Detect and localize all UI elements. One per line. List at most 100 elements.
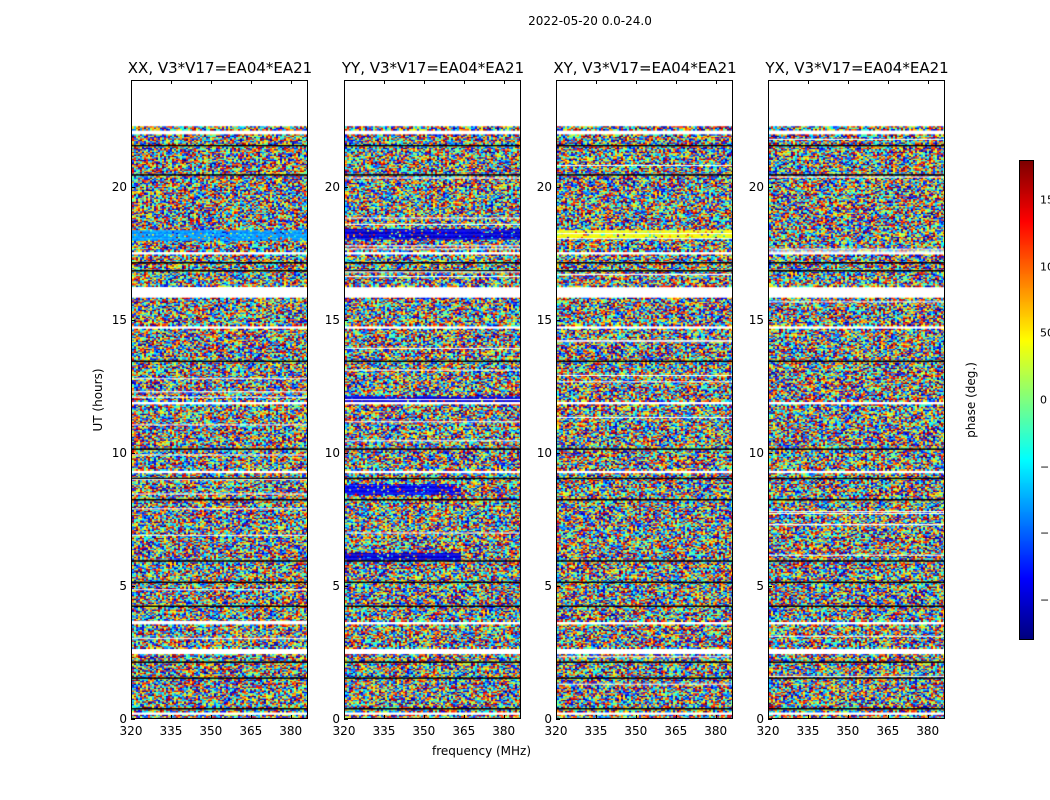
y-tick-label: 15 — [111, 312, 127, 327]
x-tick-mark — [887, 715, 889, 719]
y-tick-label: 10 — [536, 445, 552, 460]
x-tick-mark — [463, 80, 465, 84]
y-tick-mark — [556, 452, 560, 454]
heatmap-yx — [769, 81, 944, 718]
x-tick-mark — [290, 80, 292, 84]
x-tick-label: 380 — [492, 724, 516, 738]
y-tick-mark — [768, 452, 772, 454]
y-tick-label: 0 — [544, 712, 552, 726]
y-tick-label: 0 — [119, 712, 127, 726]
x-tick-mark — [383, 80, 385, 84]
y-tick-label: 15 — [536, 312, 552, 327]
x-tick-mark — [635, 715, 637, 719]
x-tick-mark — [807, 80, 809, 84]
x-tick-mark — [556, 80, 557, 84]
x-tick-label: 335 — [796, 724, 820, 738]
colorbar-gradient — [1020, 161, 1033, 639]
y-tick-label: 20 — [324, 179, 340, 194]
x-tick-label: 320 — [332, 724, 356, 738]
x-tick-mark — [290, 715, 292, 719]
panel-title-yx: YX, V3*V17=EA04*EA21 — [765, 59, 949, 77]
heatmap-panel-yy — [344, 80, 521, 719]
y-tick-label: 20 — [748, 179, 764, 194]
colorbar-tick-label: −150 — [1040, 593, 1050, 607]
y-tick-label: 0 — [332, 712, 340, 726]
x-tick-mark — [503, 715, 505, 719]
x-tick-mark — [131, 80, 132, 84]
y-tick-mark — [131, 585, 135, 587]
x-tick-mark — [887, 80, 889, 84]
colorbar-tick-label: −100 — [1040, 526, 1050, 540]
x-tick-mark — [250, 715, 252, 719]
x-tick-mark — [675, 80, 677, 84]
figure-title: 2022-05-20 0.0-24.0 — [528, 14, 652, 28]
x-tick-label: 335 — [584, 724, 608, 738]
y-tick-mark — [131, 186, 135, 188]
x-tick-mark — [715, 80, 717, 84]
y-tick-label: 10 — [324, 445, 340, 460]
colorbar-tick-label: −50 — [1040, 460, 1050, 474]
y-axis-label: UT (hours) — [91, 368, 105, 432]
x-tick-label: 350 — [836, 724, 860, 738]
x-tick-label: 320 — [756, 724, 780, 738]
x-tick-mark — [847, 80, 849, 84]
panel-title-xx: XX, V3*V17=EA04*EA21 — [127, 59, 313, 77]
y-tick-mark — [131, 319, 135, 321]
x-tick-mark — [807, 715, 809, 719]
colorbar — [1019, 160, 1034, 640]
x-tick-mark — [595, 80, 597, 84]
heatmap-xy — [557, 81, 732, 718]
colorbar-tick-label: 0 — [1040, 393, 1047, 407]
x-tick-mark — [344, 715, 345, 719]
y-tick-mark — [344, 585, 348, 587]
x-tick-label: 320 — [119, 724, 143, 738]
x-tick-label: 350 — [199, 724, 223, 738]
heatmap-panel-xx — [131, 80, 308, 719]
colorbar-label: phase (deg.) — [964, 362, 978, 438]
x-tick-mark — [768, 715, 769, 719]
x-tick-label: 380 — [279, 724, 303, 738]
y-tick-mark — [131, 452, 135, 454]
heatmap-yy — [345, 81, 520, 718]
x-tick-label: 380 — [916, 724, 940, 738]
y-tick-label: 20 — [536, 179, 552, 194]
y-tick-mark — [556, 186, 560, 188]
y-tick-mark — [768, 719, 772, 720]
y-tick-label: 10 — [748, 445, 764, 460]
x-tick-mark — [463, 715, 465, 719]
y-tick-mark — [344, 719, 348, 720]
x-tick-label: 350 — [412, 724, 436, 738]
panel-title-xy: XY, V3*V17=EA04*EA21 — [553, 59, 737, 77]
y-tick-label: 5 — [756, 578, 764, 593]
x-tick-mark — [131, 715, 132, 719]
x-tick-mark — [250, 80, 252, 84]
x-tick-mark — [768, 80, 769, 84]
y-tick-label: 10 — [111, 445, 127, 460]
x-tick-mark — [635, 80, 637, 84]
x-tick-mark — [170, 80, 172, 84]
x-tick-label: 365 — [239, 724, 263, 738]
y-tick-mark — [344, 319, 348, 321]
x-tick-mark — [927, 80, 929, 84]
x-tick-mark — [383, 715, 385, 719]
x-tick-mark — [423, 80, 425, 84]
y-tick-mark — [131, 719, 135, 720]
x-tick-mark — [927, 715, 929, 719]
x-tick-label: 365 — [452, 724, 476, 738]
x-tick-mark — [503, 80, 505, 84]
x-tick-mark — [210, 80, 212, 84]
y-tick-mark — [344, 452, 348, 454]
colorbar-tick-label: 50 — [1040, 326, 1050, 340]
y-tick-mark — [344, 186, 348, 188]
x-tick-mark — [423, 715, 425, 719]
x-tick-label: 365 — [664, 724, 688, 738]
x-tick-mark — [715, 715, 717, 719]
x-tick-mark — [344, 80, 345, 84]
x-tick-mark — [675, 715, 677, 719]
y-tick-label: 5 — [119, 578, 127, 593]
y-tick-mark — [556, 319, 560, 321]
x-tick-mark — [170, 715, 172, 719]
x-tick-label: 335 — [372, 724, 396, 738]
x-tick-label: 380 — [704, 724, 728, 738]
